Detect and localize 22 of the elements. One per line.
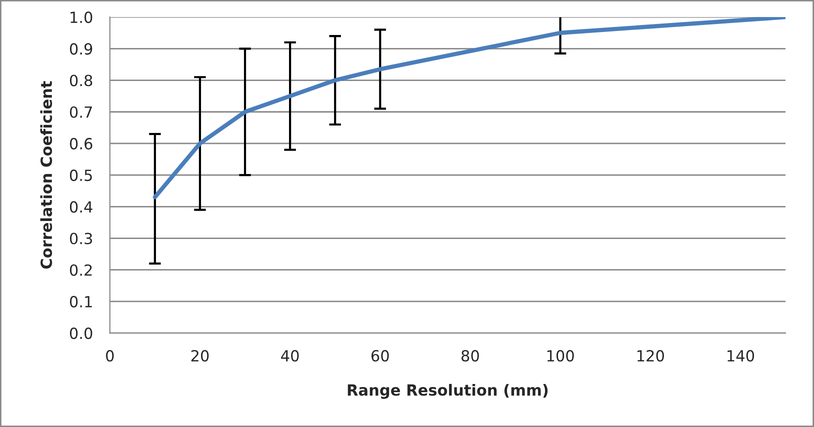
x-tick-label: 140 — [728, 350, 754, 362]
x-tick-label: 20 — [191, 350, 209, 362]
x-tick-label: 60 — [371, 350, 389, 362]
y-tick-label: 0.6 — [70, 138, 92, 150]
x-axis-title: Range Resolution (mm) — [348, 384, 548, 399]
y-tick-label: 0.5 — [70, 170, 92, 182]
y-tick-label: 0.8 — [70, 74, 92, 86]
y-axis-title: Correlation Coeficient — [40, 81, 52, 269]
y-tick-label: 0.2 — [70, 264, 92, 276]
y-tick-label: 0.7 — [70, 106, 92, 118]
x-tick-label: 40 — [281, 350, 299, 362]
x-tick-label: 120 — [637, 350, 664, 362]
line-series — [152, 17, 786, 200]
y-tick-label: 0.3 — [70, 232, 92, 244]
x-tick-label: 100 — [547, 350, 574, 362]
y-tick-label: 0.9 — [70, 43, 92, 55]
y-tick-label: 0.1 — [70, 296, 92, 308]
y-tick-label: 0.0 — [70, 328, 92, 340]
y-tick-label: 1.0 — [70, 12, 92, 24]
x-tick-label: 80 — [462, 350, 479, 362]
x-tick-label: 0 — [106, 350, 114, 362]
y-tick-label: 0.4 — [70, 201, 92, 213]
